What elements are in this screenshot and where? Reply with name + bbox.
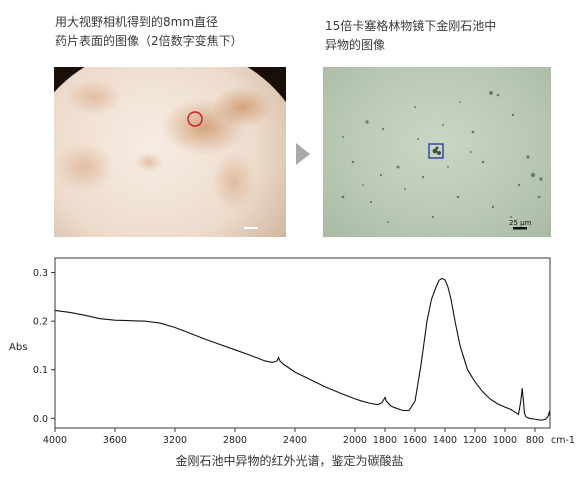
y-axis-label: Abs [9,342,27,353]
y-tick-label: 0.2 [33,317,48,328]
foreign-matter-highlight-circle [187,111,203,127]
right-scale-bar [513,227,527,230]
foreign-matter-highlight-square [428,143,444,159]
x-tick-label: 3200 [163,435,187,446]
left-image-caption: 用大视野相机得到的8mm直径 药片表面的图像（2倍数字变焦下） [55,15,243,48]
x-axis: 4000 3600 3200 2800 2400 2000 1800 1600 1400 1200… [43,428,575,446]
x-tick-label: 1600 [403,435,427,446]
particle-specks [341,91,543,223]
y-tick-label: 0.0 [33,414,48,425]
y-tick-label: 0.3 [33,268,48,279]
y-axis: 0.0 0.1 0.2 0.3 [33,268,55,425]
x-tick-label: 1800 [373,435,397,446]
ir-spectrum-chart: 0.0 0.1 0.2 0.3 4000 3600 3200 2800 2400 2000 180… [9,257,575,446]
x-tick-label: 1400 [433,435,457,446]
right-arrow-icon [296,143,310,165]
spectrum-line [54,277,551,421]
x-tick-label: 2000 [343,435,367,446]
x-tick-label: 1200 [463,435,487,446]
x-tick-label: 1000 [493,435,517,446]
x-tick-label: 800 [526,435,544,446]
x-tick-label: 2400 [283,435,307,446]
plot-frame [54,257,551,429]
scale-bar-label: 25 μm [509,219,532,227]
x-tick-label: 4000 [43,435,67,446]
right-image-caption: 15倍卡塞格林物镜下金刚石池中 异物的图像 [325,19,497,52]
foreign-matter-particle [432,146,441,155]
left-scale-bar [244,227,258,229]
spectrum-caption: 金刚石池中异物的红外光谱，鉴定为碳酸盐 [175,454,404,468]
diamond-cell-photo: 25 μm [323,67,551,237]
x-tick-label: 3600 [103,435,127,446]
tablet-surface-photo [54,67,286,237]
x-tick-label: 2800 [223,435,247,446]
x-axis-unit-label: cm-1 [551,435,575,446]
y-tick-label: 0.1 [33,365,48,376]
